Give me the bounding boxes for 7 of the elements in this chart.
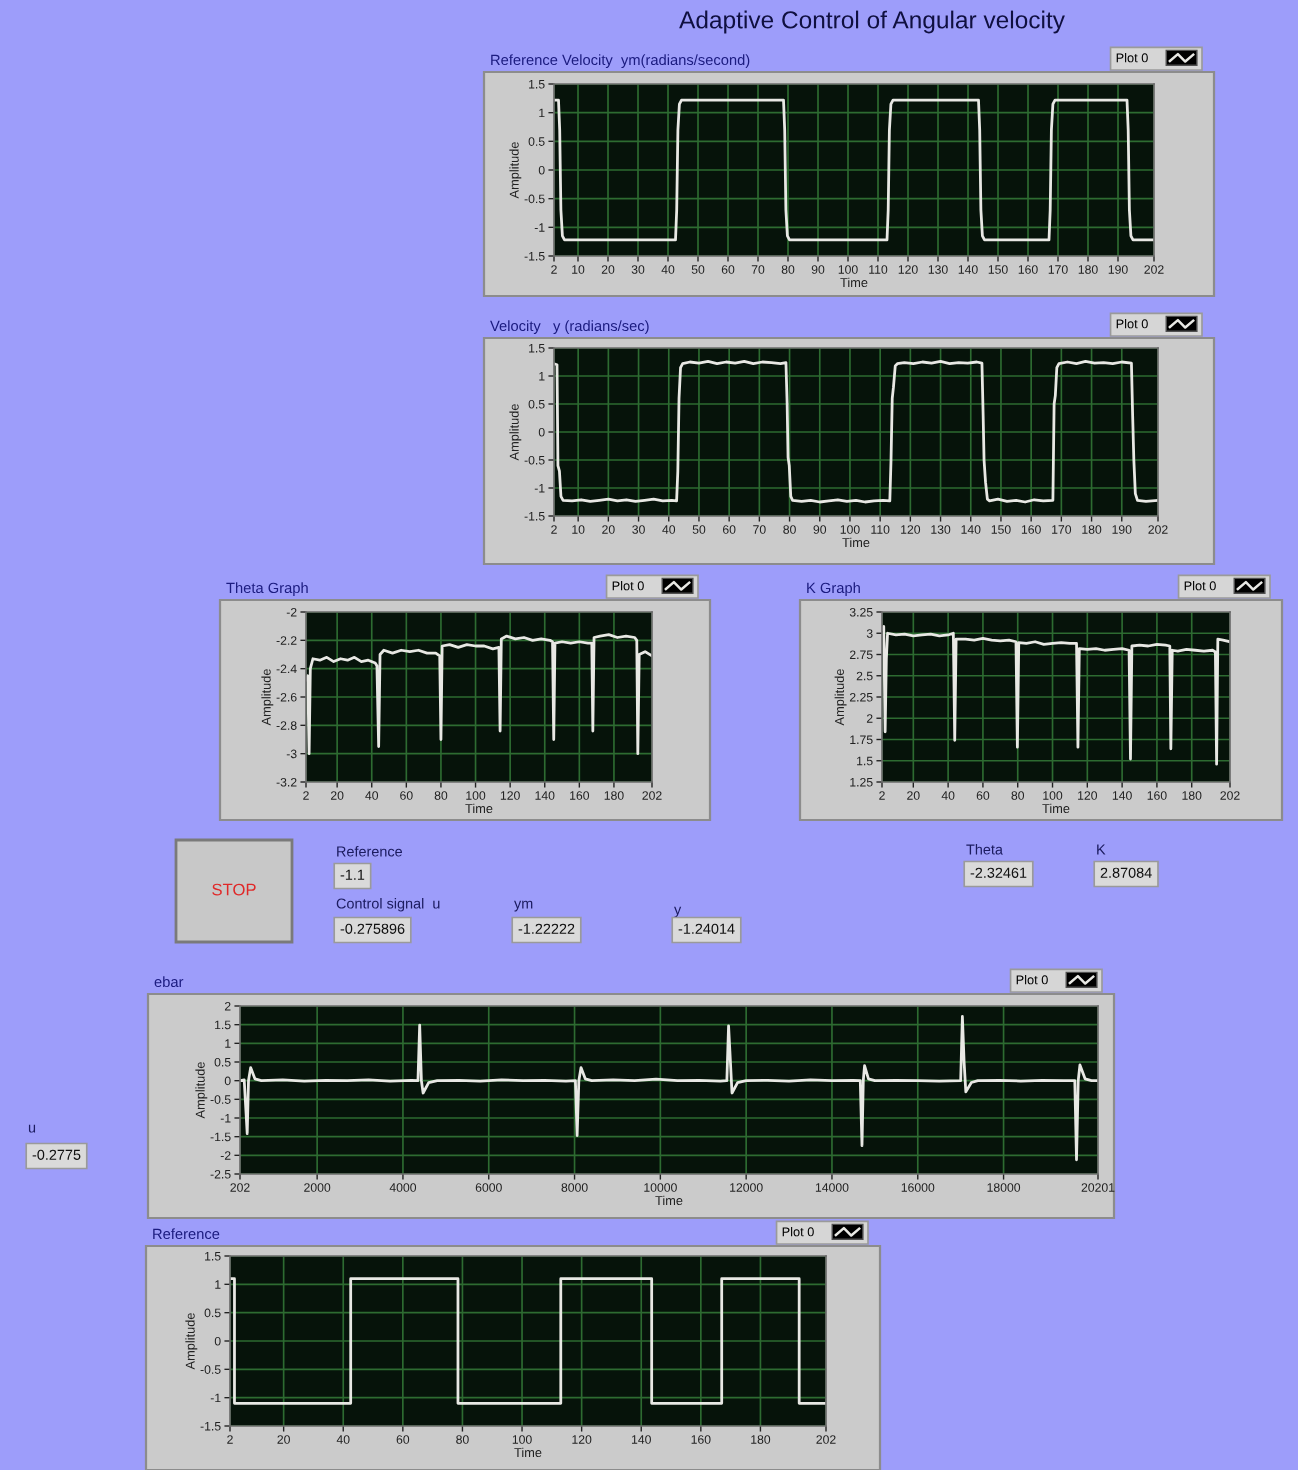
line-series [882,625,1230,766]
line-series [306,633,652,756]
text: STOP [212,883,256,896]
line-series [554,360,1158,504]
text: Adaptive Control of Angular velocity [679,10,1065,34]
line-series [240,1015,1098,1162]
line-series [554,98,1154,242]
